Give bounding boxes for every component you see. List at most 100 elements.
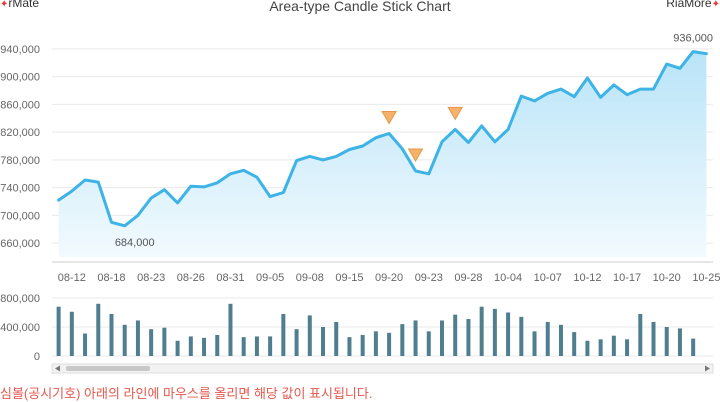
scrollbar-track[interactable] — [51, 363, 714, 374]
price-point[interactable] — [96, 180, 100, 184]
price-point[interactable] — [387, 132, 391, 136]
price-point[interactable] — [268, 195, 272, 199]
volume-bar[interactable] — [149, 329, 154, 356]
volume-bar[interactable] — [69, 311, 74, 356]
price-point[interactable] — [480, 124, 484, 128]
volume-bar[interactable] — [638, 313, 643, 356]
volume-bar[interactable] — [466, 319, 471, 356]
volume-bar[interactable] — [426, 331, 431, 356]
price-point[interactable] — [585, 76, 589, 80]
volume-chart[interactable]: 0 400,000 800,000 — [0, 293, 713, 363]
disclosure-marker-icon[interactable] — [381, 111, 397, 125]
volume-bar[interactable] — [479, 306, 484, 356]
price-point[interactable] — [162, 188, 166, 192]
price-point[interactable] — [572, 95, 576, 99]
scroll-left-icon[interactable] — [55, 365, 60, 372]
volume-bar[interactable] — [453, 314, 458, 356]
price-point[interactable] — [440, 140, 444, 144]
price-point[interactable] — [625, 93, 629, 97]
price-point[interactable] — [519, 94, 523, 98]
price-point[interactable] — [427, 172, 431, 176]
volume-bar[interactable] — [664, 327, 669, 356]
volume-bar[interactable] — [347, 337, 352, 356]
price-point[interactable] — [612, 83, 616, 87]
price-point[interactable] — [189, 184, 193, 188]
price-point[interactable] — [308, 154, 312, 158]
price-point[interactable] — [295, 159, 299, 163]
volume-bar[interactable] — [439, 320, 444, 356]
volume-bar[interactable] — [625, 339, 630, 356]
volume-bar[interactable] — [691, 338, 696, 356]
volume-bar[interactable] — [387, 332, 392, 356]
chart-canvas[interactable]: 660,000 700,000 740,000 780,000 820,000 860,0… — [0, 0, 720, 380]
price-point[interactable] — [453, 127, 457, 131]
volume-bar[interactable] — [188, 336, 193, 356]
volume-bar[interactable] — [83, 333, 88, 356]
price-point[interactable] — [374, 136, 378, 140]
price-point[interactable] — [466, 141, 470, 145]
price-point[interactable] — [493, 140, 497, 144]
volume-bar[interactable] — [651, 321, 656, 356]
volume-bar[interactable] — [334, 321, 339, 356]
volume-bar[interactable] — [321, 327, 326, 356]
price-point[interactable] — [704, 52, 708, 56]
volume-bar[interactable] — [307, 315, 312, 356]
volume-bar[interactable] — [413, 320, 418, 356]
price-point[interactable] — [321, 158, 325, 162]
price-point[interactable] — [414, 169, 418, 173]
volume-bar[interactable] — [532, 331, 537, 356]
volume-bar[interactable] — [558, 324, 563, 356]
price-point[interactable] — [334, 154, 338, 158]
volume-bar[interactable] — [96, 303, 101, 356]
price-point[interactable] — [83, 178, 87, 182]
price-line[interactable] — [57, 50, 708, 228]
price-point[interactable] — [506, 127, 510, 131]
price-point[interactable] — [638, 87, 642, 91]
volume-bar[interactable] — [572, 332, 577, 356]
price-point[interactable] — [123, 224, 127, 228]
volume-bar[interactable] — [202, 337, 207, 356]
price-point[interactable] — [691, 50, 695, 54]
scrollbar[interactable] — [51, 363, 714, 374]
price-point[interactable] — [361, 144, 365, 148]
volume-bar[interactable] — [294, 329, 299, 356]
scrollbar-thumb[interactable] — [66, 366, 150, 371]
volume-bar[interactable] — [56, 306, 61, 356]
price-point[interactable] — [136, 213, 140, 217]
volume-bar[interactable] — [519, 316, 524, 356]
volume-bar[interactable] — [109, 313, 114, 356]
price-point[interactable] — [652, 87, 656, 91]
volume-bar[interactable] — [175, 340, 180, 356]
price-point[interactable] — [678, 66, 682, 70]
volume-bar[interactable] — [215, 334, 220, 356]
volume-bar[interactable] — [492, 308, 497, 356]
volume-bar[interactable] — [122, 324, 127, 356]
volume-bar[interactable] — [400, 324, 405, 356]
volume-bar[interactable] — [360, 334, 365, 356]
price-point[interactable] — [599, 95, 603, 99]
price-point[interactable] — [176, 201, 180, 205]
price-point[interactable] — [228, 172, 232, 176]
price-point[interactable] — [242, 168, 246, 172]
volume-bar[interactable] — [254, 336, 259, 356]
price-point[interactable] — [559, 87, 563, 91]
price-point[interactable] — [347, 147, 351, 151]
price-point[interactable] — [57, 198, 61, 202]
price-point[interactable] — [533, 99, 537, 103]
volume-bar[interactable] — [373, 331, 378, 356]
price-point[interactable] — [215, 181, 219, 185]
price-point[interactable] — [546, 91, 550, 95]
price-point[interactable] — [400, 147, 404, 151]
price-point[interactable] — [109, 220, 113, 224]
volume-bar[interactable] — [585, 340, 590, 356]
volume-bar[interactable] — [611, 335, 616, 356]
volume-bar[interactable] — [281, 313, 286, 356]
volume-bar[interactable] — [228, 303, 233, 356]
price-point[interactable] — [281, 190, 285, 194]
volume-bar[interactable] — [162, 327, 167, 356]
price-point[interactable] — [665, 62, 669, 66]
price-point[interactable] — [70, 189, 74, 193]
scroll-right-icon[interactable] — [705, 365, 710, 372]
price-point[interactable] — [255, 175, 259, 179]
disclosure-marker-icon[interactable] — [407, 148, 424, 162]
